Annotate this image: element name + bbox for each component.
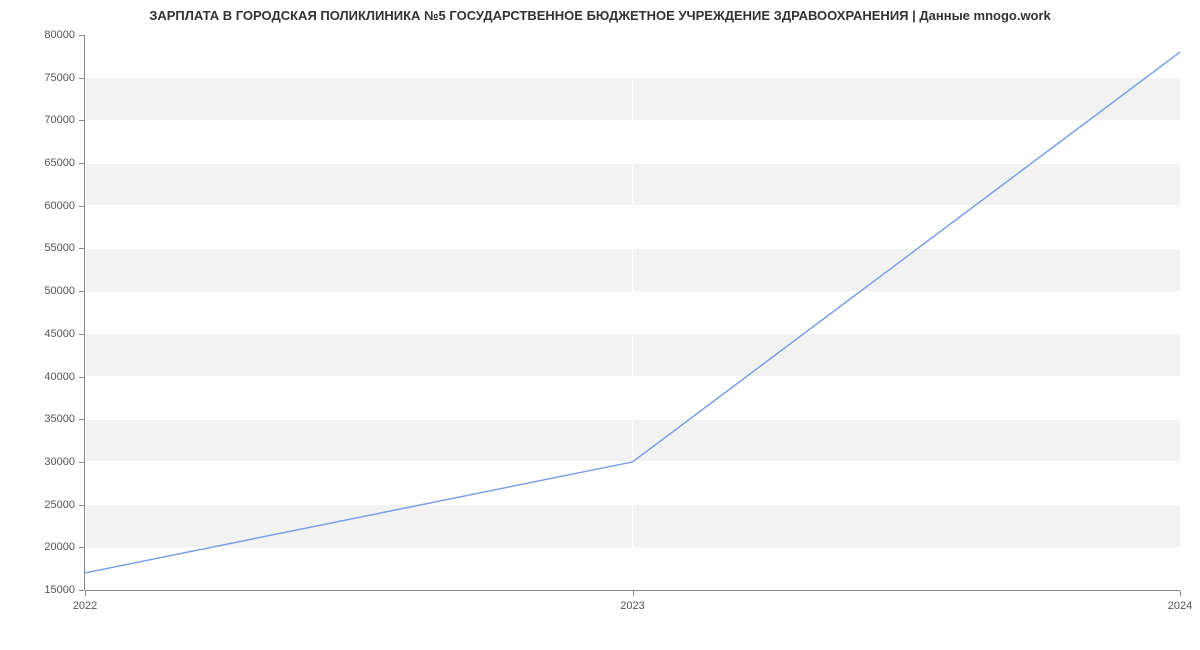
series-layer <box>85 35 1180 590</box>
y-tick <box>79 248 84 249</box>
y-tick-label: 70000 <box>0 114 75 126</box>
y-tick <box>79 462 84 463</box>
y-tick <box>79 547 84 548</box>
y-tick-label: 20000 <box>0 541 75 553</box>
y-tick-label: 55000 <box>0 242 75 254</box>
y-tick <box>79 120 84 121</box>
plot-area: 1500020000250003000035000400004500050000… <box>85 35 1180 590</box>
y-tick-label: 75000 <box>0 72 75 84</box>
y-tick-label: 40000 <box>0 371 75 383</box>
chart-container: ЗАРПЛАТА В ГОРОДСКАЯ ПОЛИКЛИНИКА №5 ГОСУ… <box>0 0 1200 650</box>
y-tick <box>79 334 84 335</box>
y-tick <box>79 163 84 164</box>
series-line-salary <box>85 52 1180 573</box>
y-tick-label: 50000 <box>0 285 75 297</box>
x-tick-label: 2023 <box>620 600 644 612</box>
y-tick <box>79 206 84 207</box>
y-tick <box>79 78 84 79</box>
chart-title: ЗАРПЛАТА В ГОРОДСКАЯ ПОЛИКЛИНИКА №5 ГОСУ… <box>0 8 1200 23</box>
y-tick <box>79 505 84 506</box>
y-tick-label: 45000 <box>0 328 75 340</box>
x-tick <box>1180 591 1181 596</box>
y-tick <box>79 590 84 591</box>
y-tick-label: 30000 <box>0 456 75 468</box>
x-tick-label: 2024 <box>1168 600 1192 612</box>
y-tick-label: 80000 <box>0 29 75 41</box>
x-tick <box>633 591 634 596</box>
y-tick-label: 25000 <box>0 499 75 511</box>
y-tick <box>79 291 84 292</box>
y-tick-label: 65000 <box>0 157 75 169</box>
x-tick-label: 2022 <box>73 600 97 612</box>
y-tick <box>79 419 84 420</box>
y-tick-label: 15000 <box>0 584 75 596</box>
y-tick-label: 35000 <box>0 413 75 425</box>
x-tick <box>85 591 86 596</box>
y-tick-label: 60000 <box>0 200 75 212</box>
y-tick <box>79 35 84 36</box>
y-tick <box>79 377 84 378</box>
